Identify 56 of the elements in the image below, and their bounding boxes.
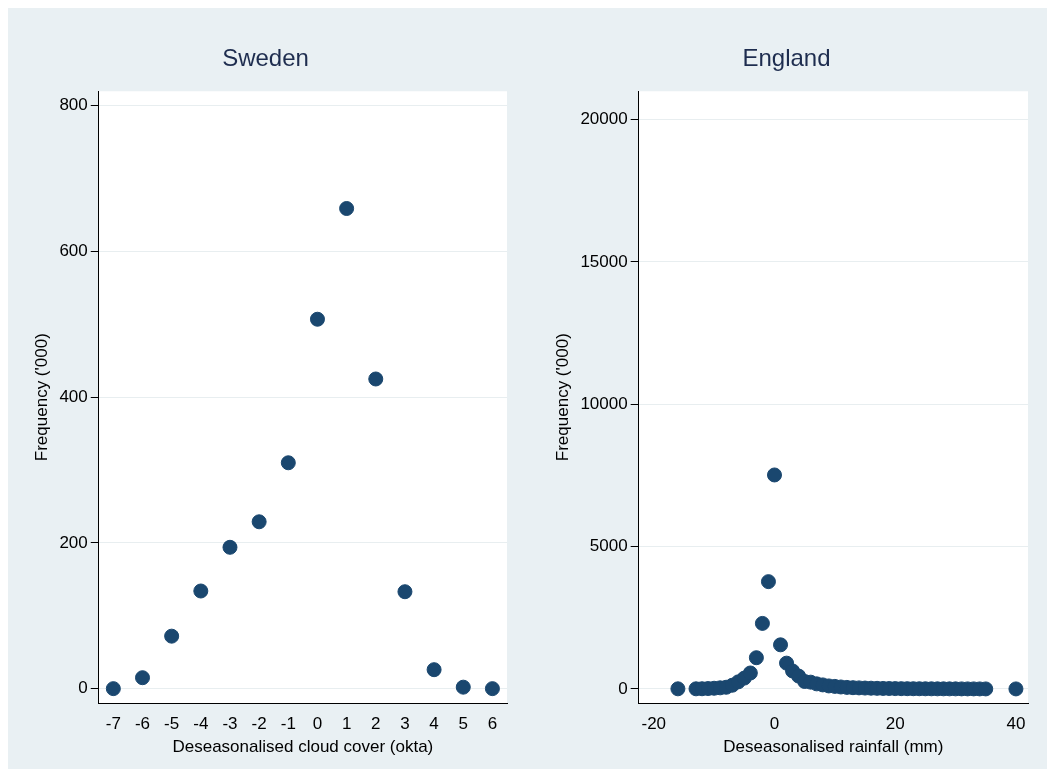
x-axis-title: Deseasonalised cloud cover (okta) — [172, 737, 434, 757]
point — [484, 681, 500, 697]
point — [742, 665, 758, 681]
x-tick-label: 2 — [371, 714, 381, 734]
point — [426, 662, 442, 678]
chart-title: Sweden — [221, 44, 310, 72]
y-tick-label: 0 — [78, 678, 88, 698]
point — [280, 455, 296, 471]
y-tick-label: 15000 — [580, 251, 628, 271]
y-axis-title: Frequency ('000) — [552, 333, 572, 462]
y-tick-label: 400 — [59, 386, 88, 406]
point — [397, 584, 413, 600]
x-tick-label: -7 — [105, 714, 121, 734]
x-tick-label: 5 — [458, 714, 468, 734]
point — [1008, 681, 1024, 697]
x-tick-label: -5 — [164, 714, 180, 734]
y-tick-label: 10000 — [580, 394, 628, 413]
point — [339, 201, 355, 216]
point — [754, 615, 770, 631]
x-tick-label: -1 — [280, 714, 296, 734]
x-tick-label: -20 — [641, 714, 667, 734]
x-tick-label: -4 — [193, 714, 209, 734]
y-tick-label: 800 — [59, 95, 88, 115]
x-axis-title: Deseasonalised rainfall (mm) — [723, 737, 944, 757]
point — [309, 311, 325, 327]
point — [222, 539, 238, 555]
point — [760, 574, 776, 590]
point — [251, 514, 267, 530]
x-tick-label: -6 — [134, 714, 151, 734]
y-tick-label: 600 — [59, 241, 88, 261]
point — [670, 681, 686, 697]
y-tick-label: 200 — [59, 532, 88, 552]
point — [766, 467, 782, 483]
point — [368, 371, 384, 387]
x-tick-label: 6 — [487, 714, 498, 734]
x-tick-label: -3 — [222, 714, 238, 734]
x-tick-label: -2 — [251, 714, 267, 734]
x-tick-label: 1 — [341, 714, 352, 734]
y-axis-title: Frequency ('000) — [31, 333, 51, 462]
y-tick-label: 0 — [618, 678, 628, 698]
point — [105, 681, 121, 697]
x-tick-label: 20 — [885, 714, 905, 734]
x-tick-label: 40 — [1006, 714, 1026, 734]
point — [748, 650, 764, 666]
x-tick-label: 0 — [312, 714, 323, 734]
x-tick-label: 4 — [429, 714, 439, 734]
chart-title: England — [741, 44, 832, 72]
y-tick-label: 20000 — [580, 109, 628, 129]
point — [455, 679, 471, 695]
point — [135, 670, 150, 686]
point — [164, 628, 180, 644]
x-tick-label: 0 — [769, 714, 780, 734]
point — [193, 583, 209, 599]
x-tick-label: 3 — [400, 714, 410, 734]
point — [773, 637, 789, 653]
y-tick-label: 5000 — [589, 536, 628, 556]
